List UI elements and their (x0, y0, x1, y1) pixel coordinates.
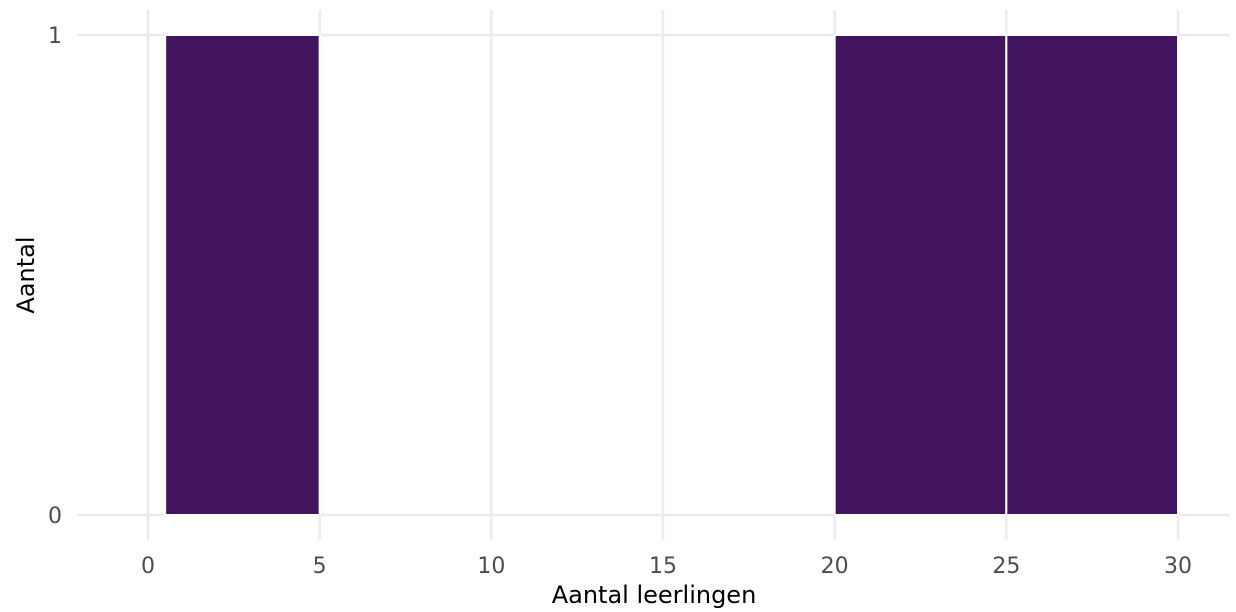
y-axis-tick-labels: 01 (48, 24, 62, 529)
x-tick-label: 0 (141, 554, 155, 579)
y-tick-label: 1 (48, 24, 62, 49)
x-tick-label: 20 (821, 554, 849, 579)
y-axis-title: Aantal (12, 236, 40, 313)
x-tick-label: 25 (992, 554, 1020, 579)
x-tick-label: 5 (313, 554, 327, 579)
y-tick-label: 0 (48, 504, 62, 529)
histogram-bar (833, 34, 1008, 516)
x-tick-label: 30 (1164, 554, 1192, 579)
histogram-bars (164, 34, 1179, 516)
x-tick-label: 10 (477, 554, 505, 579)
x-axis-tick-labels: 0 5 10 15 20 25 30 (141, 554, 1192, 579)
histogram-bar (1005, 34, 1179, 516)
x-tick-label: 15 (649, 554, 677, 579)
histogram-bar (164, 34, 321, 516)
x-axis-title: Aantal leerlingen (552, 581, 757, 609)
